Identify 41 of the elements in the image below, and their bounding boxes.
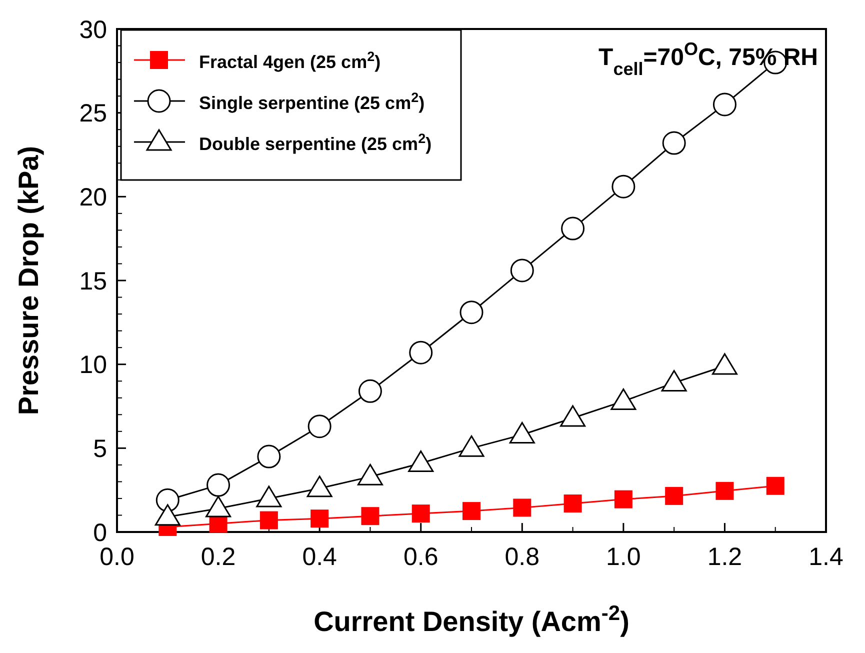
y-axis-title: Pressure Drop (kPa) (13, 146, 44, 416)
point (308, 414, 332, 438)
x-tick-label: 1.2 (707, 543, 742, 571)
point (310, 510, 329, 528)
point (612, 174, 636, 198)
point (206, 473, 230, 497)
legend-label: Single serpentine (25 cm$^{2}$) (199, 90, 425, 113)
legend-label: Fractal 4gen (25 cm$^{2}$) (199, 48, 381, 72)
x-axis-title: Current Density (Acm$^{-2}$) (314, 602, 630, 637)
legend-label: Double serpentine (25 cm$^{2}$) (199, 130, 432, 154)
point (716, 482, 734, 500)
point (358, 379, 382, 403)
y-tick-label: 25 (79, 100, 107, 128)
point (412, 504, 430, 523)
y-tick-label: 5 (93, 434, 107, 463)
point (257, 444, 281, 468)
point (460, 300, 484, 324)
point (614, 490, 632, 508)
x-tick-label: 0.8 (504, 543, 540, 571)
point (156, 488, 180, 512)
x-tick-label: 0.6 (403, 543, 438, 571)
point (561, 216, 585, 240)
x-tick-label: 1.0 (606, 543, 641, 571)
point (409, 340, 433, 364)
point (662, 131, 686, 155)
point (361, 507, 380, 526)
x-tick-label: 1.4 (808, 543, 844, 571)
x-tick-label: 0.4 (302, 543, 338, 571)
x-tick-label: 0.2 (200, 543, 236, 571)
point (260, 511, 278, 530)
point (462, 502, 480, 520)
point (712, 92, 736, 116)
y-tick-label: 30 (79, 16, 107, 44)
point (564, 494, 582, 512)
point (766, 476, 784, 495)
point (513, 498, 532, 517)
point (510, 258, 534, 282)
y-tick-label: 10 (79, 351, 107, 380)
y-tick-label: 15 (79, 267, 107, 296)
y-tick-label: 20 (79, 183, 107, 212)
point (665, 486, 684, 505)
